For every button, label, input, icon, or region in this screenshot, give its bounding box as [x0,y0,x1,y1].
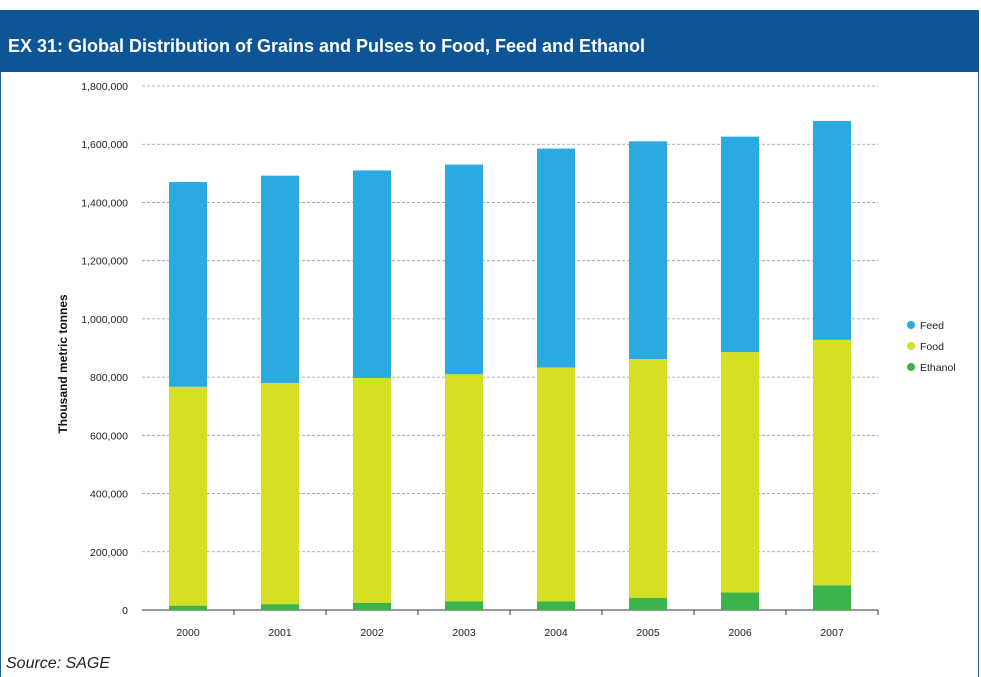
bar-feed-2005 [629,141,667,360]
y-tick-label: 1,200,000 [81,256,128,268]
stacked-bar-chart: 0 200,000 400,000 600,000 800,000 1,000,000 1,… [56,81,956,639]
bar-ethanol-2006 [721,592,759,610]
x-tick-label: 2001 [268,627,292,639]
legend-marker-feed [907,321,915,329]
bar-feed-2006 [721,136,759,353]
y-tick-label: 200,000 [90,547,128,559]
legend-label-feed: Feed [920,320,944,332]
title-banner [0,10,979,72]
legend-marker-ethanol [907,363,915,371]
bar-food-2004 [537,367,575,602]
y-tick-label: 600,000 [90,430,128,442]
bar-food-2005 [629,359,667,598]
x-tick-label: 2002 [360,627,384,639]
bar-ethanol-2003 [445,601,483,610]
bar-feed-2003 [445,164,483,375]
bar-food-2007 [813,339,851,586]
bar-ethanol-2007 [813,585,851,610]
bar-ethanol-2000 [169,605,207,610]
y-tick-label: 1,400,000 [81,197,128,209]
bar-food-2003 [445,374,483,602]
bar-food-2006 [721,352,759,593]
x-tick-label: 2004 [544,627,568,639]
bar-ethanol-2005 [629,597,667,610]
bar-ethanol-2001 [261,604,299,610]
x-tick-label: 2000 [176,627,200,639]
bar-feed-2000 [169,182,207,387]
y-tick-label: 1,600,000 [81,139,128,151]
legend-marker-food [907,342,915,350]
bar-ethanol-2004 [537,601,575,610]
bar-food-2001 [261,382,299,605]
bar-food-2002 [353,377,391,603]
x-tick-label: 2005 [636,627,660,639]
bar-ethanol-2002 [353,602,391,610]
x-tick-label: 2003 [452,627,476,639]
y-tick-label: 1,800,000 [81,81,128,93]
y-tick-label: 800,000 [90,372,128,384]
y-axis-label: Thousand metric tonnes [56,294,70,434]
y-tick-label: 0 [122,605,128,617]
bar-feed-2002 [353,170,391,378]
x-tick-label: 2007 [820,627,844,639]
y-tick-label: 1,000,000 [81,314,128,326]
x-tick-label: 2006 [728,627,752,639]
bar-feed-2004 [537,148,575,368]
legend-label-food: Food [920,341,944,353]
bar-feed-2001 [261,175,299,383]
bar-feed-2007 [813,120,851,340]
y-tick-label: 400,000 [90,489,128,501]
legend-label-ethanol: Ethanol [920,362,956,374]
chart-title: EX 31: Global Distribution of Grains and… [8,36,646,56]
bar-food-2000 [169,386,207,606]
source-note: Source: SAGE [6,655,111,672]
